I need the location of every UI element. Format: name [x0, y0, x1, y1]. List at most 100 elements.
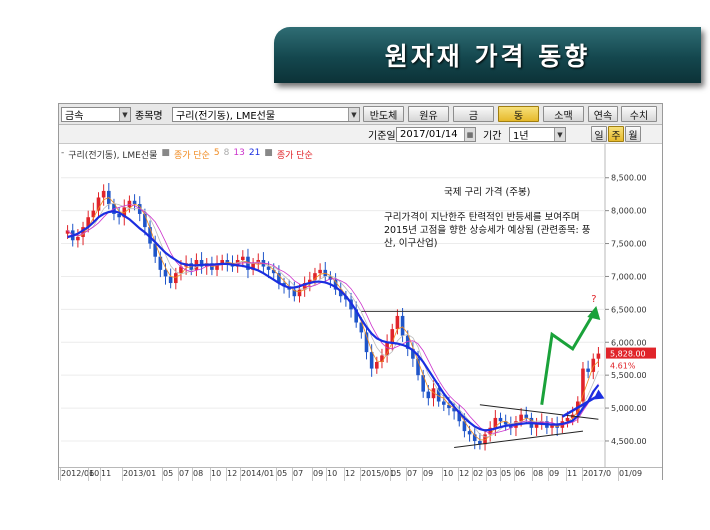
candle-body [81, 227, 85, 237]
price-change-label: 4.61% [610, 362, 636, 371]
x-tick-label: 10 [211, 469, 222, 478]
candle-body [297, 289, 302, 297]
date-field[interactable]: 2017/01/14 ▦ [396, 127, 476, 142]
candle-body [431, 388, 436, 399]
y-tick-label: 8,000.00 [611, 207, 647, 216]
y-tick-label: 6,500.00 [611, 305, 647, 314]
price-tag [606, 347, 656, 359]
chevron-down-icon[interactable]: ▼ [119, 108, 130, 121]
candle-body [359, 322, 364, 333]
category-select[interactable]: 금속 ▼ [61, 107, 131, 122]
item-select[interactable]: 구리(전기동), LME선물 ▼ [172, 107, 360, 122]
candle-body [86, 217, 90, 228]
commodity-button-4[interactable]: 소맥 [543, 106, 584, 122]
annotation-body: 구리가격이 지난한주 탄력적인 반등세를 보여주며 2015년 고점을 향한 상… [384, 212, 591, 249]
candle-body [143, 213, 147, 228]
chevron-down-icon[interactable]: ▼ [348, 108, 359, 121]
commodity-button-2[interactable]: 금 [453, 106, 494, 122]
candle-body [225, 260, 230, 264]
legend-ma-8: 8 [223, 148, 230, 158]
blue-arrow-head [593, 389, 605, 400]
x-tick-label: 09 [423, 469, 434, 478]
period-label: 기간 [483, 131, 502, 142]
candle-body [550, 424, 554, 428]
candle-body [426, 391, 431, 399]
candle-body [452, 408, 456, 412]
candle-body [338, 289, 343, 297]
y-tick-label: 5,500.00 [611, 371, 647, 380]
candle-body [457, 411, 462, 422]
interval-button-2[interactable]: 월 [625, 126, 641, 142]
candle-body [524, 414, 529, 418]
x-tick-label: 05 [501, 469, 512, 478]
candle-body [472, 434, 477, 441]
commodity-button-3[interactable]: 동 [498, 106, 539, 122]
candle-body [91, 210, 96, 218]
chevron-down-icon[interactable]: ▼ [554, 128, 565, 141]
candle-body [318, 269, 322, 274]
candle-body [266, 266, 271, 270]
commodity-button-1[interactable]: 원유 [408, 106, 449, 122]
price-chart[interactable]: 8,500.00 8,000.00 7,500.00 7,000.00 6,500.00… [59, 144, 662, 467]
candles [65, 183, 601, 451]
x-tick [162, 468, 163, 481]
candle-body [174, 273, 178, 284]
x-tick-label: 12 [227, 469, 238, 478]
interval-button-1[interactable]: 주 [608, 126, 624, 142]
legend-ma2-label: 종가 단순 [276, 151, 313, 161]
item-label: 종목명 [135, 111, 163, 122]
candle-body [158, 256, 163, 270]
candle-body [117, 213, 121, 218]
candle-body [277, 273, 281, 284]
item-select-value: 구리(전기동), LME선물 [176, 111, 276, 122]
x-tick-label: 01/09 [619, 469, 643, 478]
candle-body [462, 421, 467, 432]
candle-body [96, 197, 101, 211]
candle-body [302, 283, 307, 290]
x-tick [390, 468, 391, 481]
x-tick-label: 11 [101, 469, 112, 478]
ma-8-line [67, 202, 599, 438]
x-tick [292, 468, 293, 481]
trading-chart-window: 금속 ▼ 종목명 구리(전기동), LME선물 ▼ 반도체 원유 금 동 소맥 연속 수치 … [58, 103, 663, 481]
candle-body [503, 421, 508, 425]
candle-body [498, 417, 503, 422]
x-tick-label: 02 [473, 469, 484, 478]
candle-body [308, 279, 312, 284]
x-tick [442, 468, 443, 481]
candle-body [395, 315, 400, 330]
candle-body [519, 414, 523, 422]
candle-body [442, 401, 446, 405]
y-tick-label: 8,500.00 [611, 174, 647, 183]
candle-body [493, 417, 498, 428]
candle-body [163, 269, 168, 277]
candle-body [405, 335, 410, 349]
trend-overlays: ? 5,828.00 4.61% [361, 294, 656, 449]
commodity-button-0[interactable]: 반도체 [363, 106, 404, 122]
candle-body [328, 276, 333, 280]
candle-body [467, 431, 472, 435]
x-tick-label: 10 [327, 469, 338, 478]
category-select-value: 금속 [65, 111, 84, 122]
candle-body [581, 368, 585, 402]
x-tick [226, 468, 227, 481]
period-select[interactable]: 1년 ▼ [509, 127, 566, 142]
x-tick-label: 2015/01 [361, 469, 395, 478]
x-tick [122, 468, 123, 481]
commodity-button-5[interactable]: 연속 [588, 106, 618, 122]
interval-button-0[interactable]: 일 [591, 126, 607, 142]
x-tick-label: 2017/0 [583, 469, 612, 478]
candle-body [313, 273, 317, 280]
calendar-icon[interactable]: ▦ [464, 128, 475, 141]
question-mark-label: ? [591, 294, 596, 305]
legend-ma-5: 5 [213, 148, 220, 158]
x-tick [472, 468, 473, 481]
x-tick [344, 468, 345, 481]
candle-body [478, 440, 482, 445]
candle-body [251, 263, 255, 270]
candle-body [375, 362, 379, 369]
x-tick-label: 10 [443, 469, 454, 478]
x-axis: 2012/06 10 11 2013/01 05 07 08 10 12 2014/01 05 07 0… [59, 467, 662, 481]
commodity-button-6[interactable]: 수치 [621, 106, 657, 122]
